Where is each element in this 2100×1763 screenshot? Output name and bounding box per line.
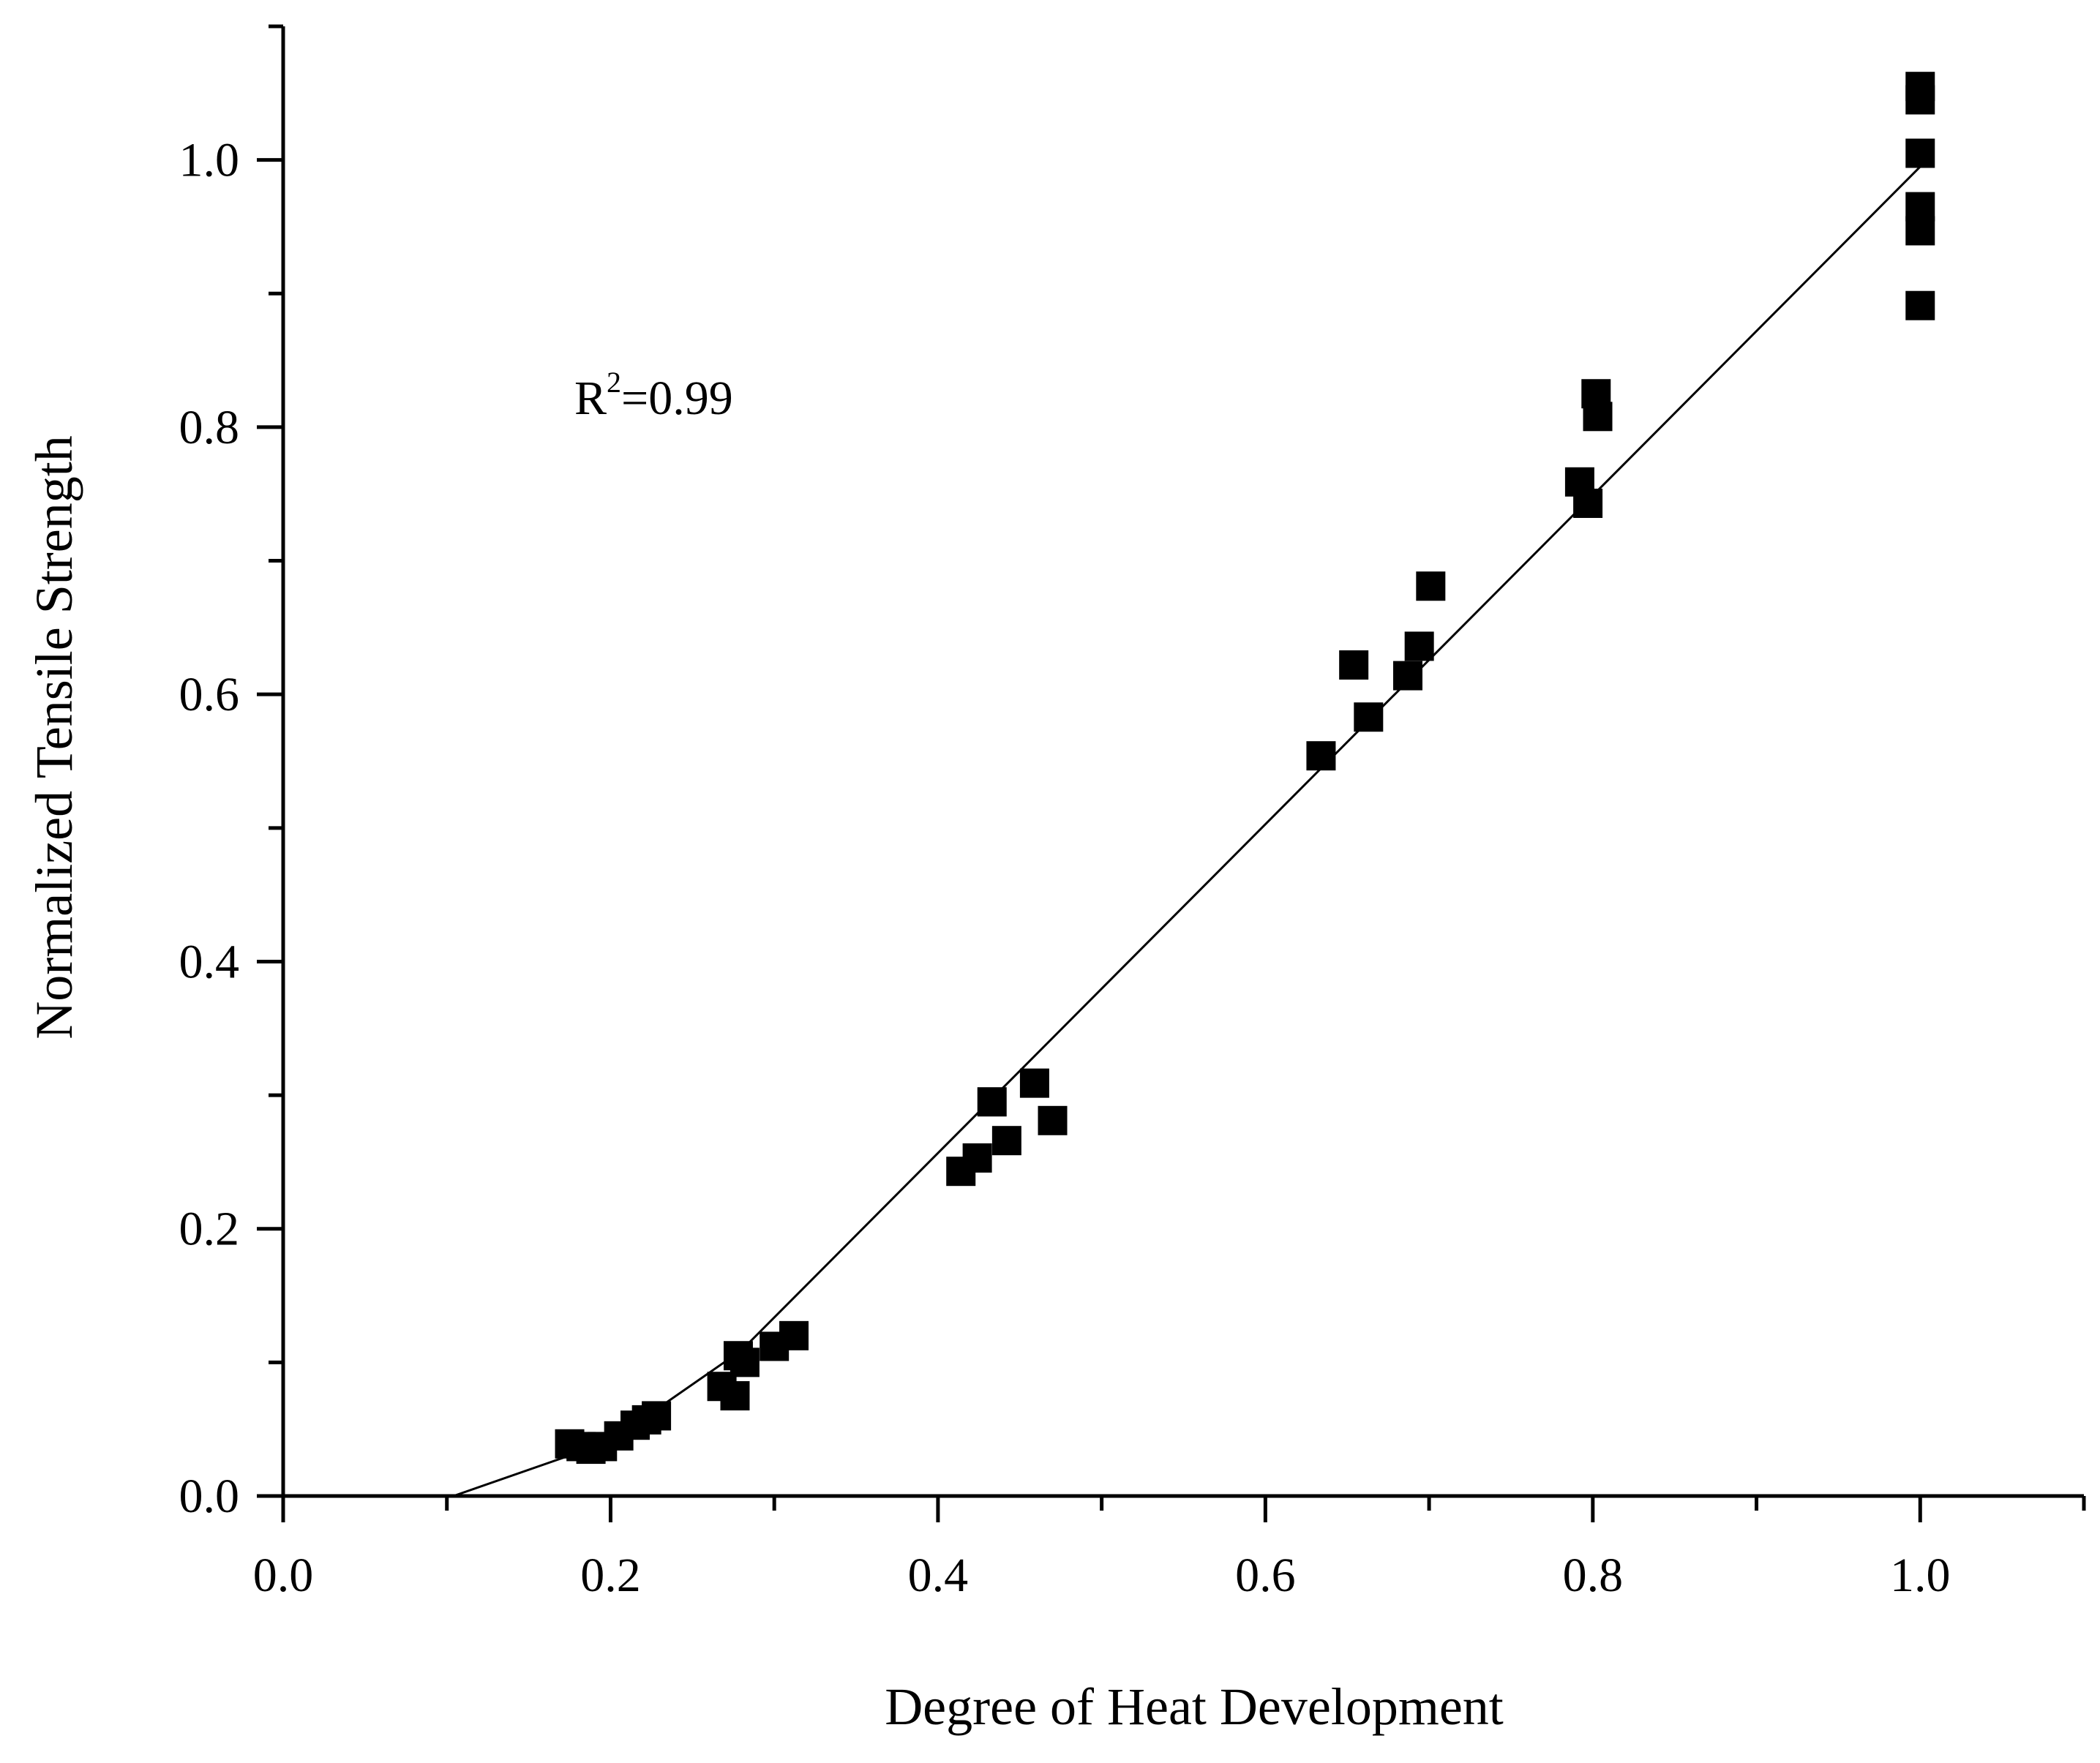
r-squared-annotation: R2=0.99 bbox=[574, 366, 733, 425]
fit-line-group bbox=[453, 165, 1921, 1497]
data-point bbox=[1354, 702, 1384, 732]
x-tick-label: 0.0 bbox=[253, 1549, 314, 1602]
x-tick-label: 0.4 bbox=[908, 1549, 969, 1602]
data-point bbox=[1905, 216, 1935, 246]
data-point bbox=[642, 1401, 672, 1431]
data-point bbox=[1339, 650, 1369, 680]
data-point bbox=[1905, 85, 1935, 115]
data-point bbox=[1393, 661, 1423, 691]
data-point bbox=[730, 1347, 760, 1377]
axes-group: 0.0 0.2 0.4 0.6 0.8 1.0 0.0 0.2 0.4 0.6 0.8 1.0 bbox=[179, 24, 2086, 1602]
data-point bbox=[1905, 138, 1935, 168]
data-point bbox=[962, 1143, 992, 1173]
x-tick-label: 0.6 bbox=[1235, 1549, 1296, 1602]
data-point bbox=[1019, 1068, 1049, 1098]
data-point bbox=[1573, 489, 1603, 519]
data-points-group bbox=[555, 72, 1935, 1465]
labels-group: Degree of Heat Development Normalized Te… bbox=[25, 366, 1504, 1736]
fit-line bbox=[453, 165, 1921, 1497]
data-point bbox=[720, 1381, 750, 1411]
y-tick-label: 0.4 bbox=[179, 935, 240, 988]
data-point bbox=[1583, 402, 1613, 432]
data-point bbox=[779, 1320, 809, 1350]
y-tick-label: 0.8 bbox=[179, 401, 240, 454]
y-tick-label: 0.6 bbox=[179, 668, 240, 721]
y-axis-title: Normalized Tensile Strength bbox=[25, 435, 83, 1039]
r-squared-base: R bbox=[574, 372, 607, 425]
y-tick-label: 1.0 bbox=[179, 134, 240, 187]
x-tick-label: 1.0 bbox=[1890, 1549, 1951, 1602]
data-point bbox=[1306, 741, 1336, 771]
r-squared-superscript: 2 bbox=[607, 366, 621, 399]
x-tick-label: 0.8 bbox=[1563, 1549, 1624, 1602]
data-point bbox=[1404, 631, 1434, 661]
x-axis-title: Degree of Heat Development bbox=[885, 1677, 1504, 1736]
data-point bbox=[977, 1087, 1007, 1117]
data-point bbox=[1038, 1105, 1068, 1135]
r-squared-value: =0.99 bbox=[621, 372, 733, 425]
y-tick-label: 0.0 bbox=[179, 1470, 240, 1523]
data-point bbox=[1416, 571, 1446, 601]
data-point bbox=[991, 1126, 1021, 1156]
x-tick-label: 0.2 bbox=[580, 1549, 641, 1602]
y-tick-label: 0.2 bbox=[179, 1203, 240, 1256]
data-point bbox=[1905, 290, 1935, 320]
